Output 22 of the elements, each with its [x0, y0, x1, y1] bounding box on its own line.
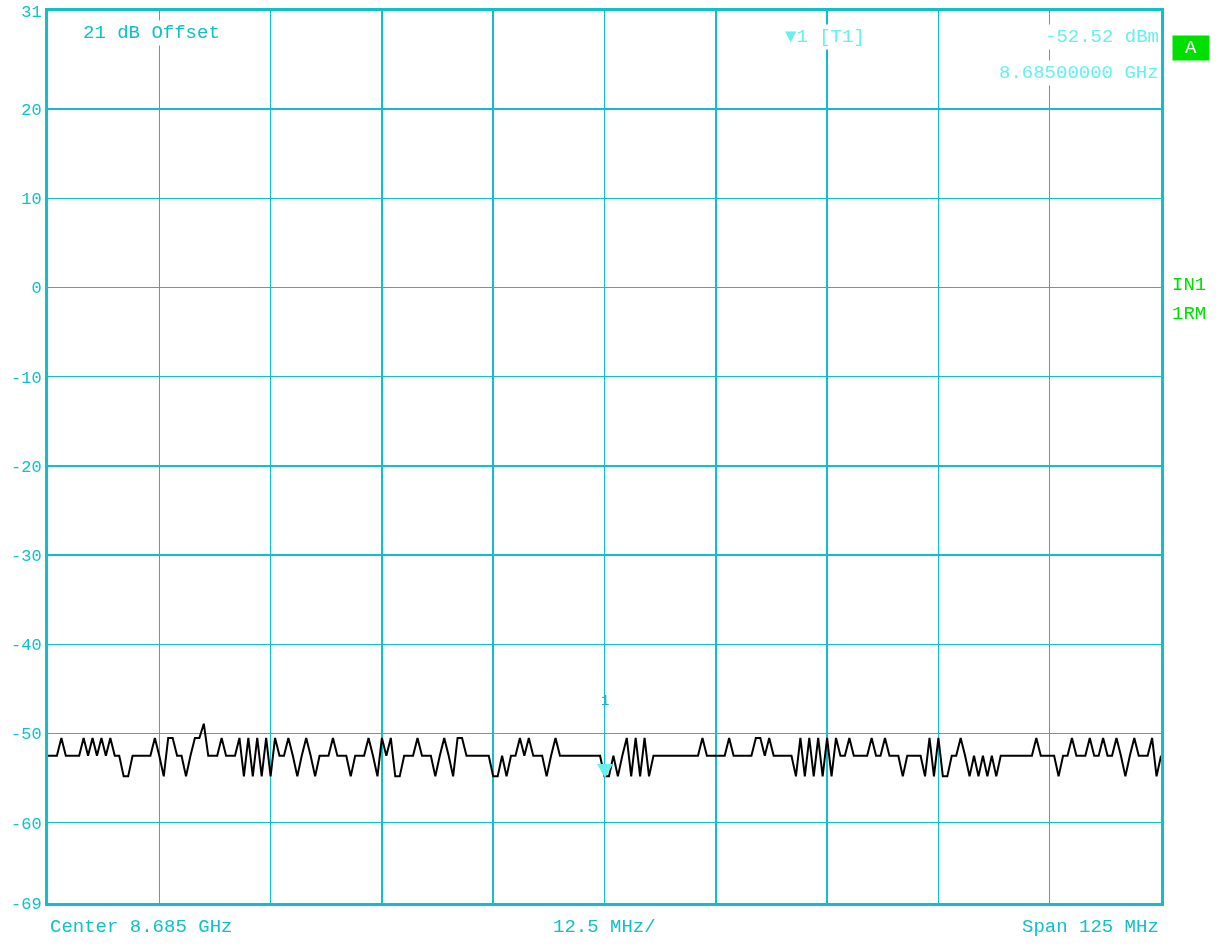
text: A: [1185, 37, 1197, 59]
text: IN1: [1172, 274, 1207, 296]
y-tick-label: -10: [10, 368, 42, 388]
y-tick-label: -60: [10, 814, 42, 834]
text: Center 8.685 GHz: [50, 916, 233, 938]
annotation: -52.52 dBm: [1045, 26, 1160, 48]
y-tick-label: -40: [10, 636, 42, 656]
y-tick-label: 0: [31, 279, 42, 299]
y-tick-label: -50: [10, 725, 42, 745]
y-tick-label: -20: [10, 457, 42, 477]
line-series: [48, 722, 1161, 778]
text: Span 125 MHz: [1022, 916, 1159, 938]
y-tick-label: 31: [21, 2, 42, 22]
text: 1RM: [1172, 303, 1207, 325]
y-tick-label: 10: [21, 190, 42, 210]
y-tick-label: -69: [10, 894, 42, 914]
y-tick-label: 20: [21, 101, 42, 121]
x-axis-title: 12.5 MHz/: [553, 916, 656, 938]
y-tick-label: -30: [10, 547, 42, 567]
annotation: ▼1 [T1]: [785, 26, 865, 48]
annotation: 21 dB Offset: [83, 22, 220, 44]
annotation: 8.68500000 GHz: [999, 62, 1159, 84]
